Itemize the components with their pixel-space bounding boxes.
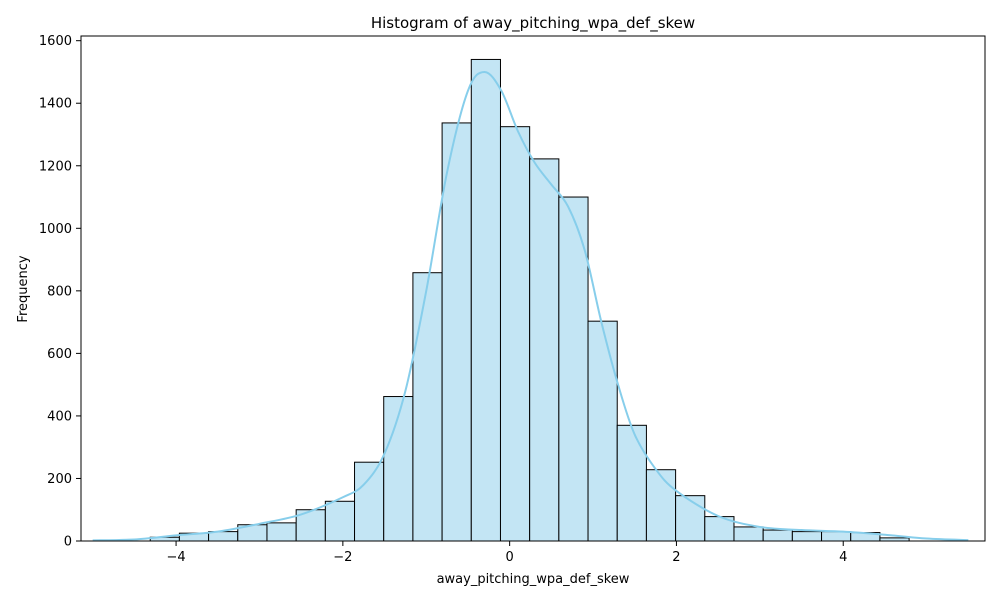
histogram-bar [412,272,443,542]
histogram-bars [149,58,910,542]
histogram-bar [441,122,472,542]
histogram-bar [762,529,793,542]
x-tick-label: −4 [166,550,185,565]
x-tick-label: −2 [333,550,352,565]
y-tick-label: 1600 [39,34,72,49]
histogram-bar [295,509,326,542]
x-axis-ticks: −4 −2 0 2 4 [166,541,847,565]
y-tick-label: 400 [47,409,72,424]
histogram-bar [821,531,852,542]
histogram-bar [354,461,385,542]
y-axis-label: Frequency [16,255,31,322]
histogram-bar [675,495,706,542]
x-tick-label: 4 [839,550,847,565]
histogram-bar [324,500,356,542]
histogram-bar [733,526,764,542]
y-tick-label: 800 [47,284,72,299]
histogram-bar [470,58,501,542]
y-tick-label: 1400 [39,97,72,112]
histogram-bar [499,126,531,542]
histogram-bar [616,424,647,542]
y-axis-ticks: 0 200 400 600 800 1000 1200 1400 1600 [39,34,81,550]
x-tick-label: 2 [672,550,680,565]
histogram-bar [266,522,297,542]
y-tick-label: 200 [47,472,72,487]
y-tick-label: 1000 [39,222,72,237]
y-tick-label: 600 [47,347,72,362]
y-tick-label: 1200 [39,159,72,174]
chart-title: Histogram of away_pitching_wpa_def_skew [371,14,695,33]
kde-curve [92,70,969,542]
histogram-bar [645,469,677,542]
x-tick-label: 0 [506,550,514,565]
plot-frame [80,35,986,542]
histogram-bar [791,531,823,542]
x-axis-label: away_pitching_wpa_def_skew [437,572,630,587]
y-tick-label: 0 [64,535,72,550]
histogram-bar [529,158,560,542]
histogram-bar [587,320,618,542]
